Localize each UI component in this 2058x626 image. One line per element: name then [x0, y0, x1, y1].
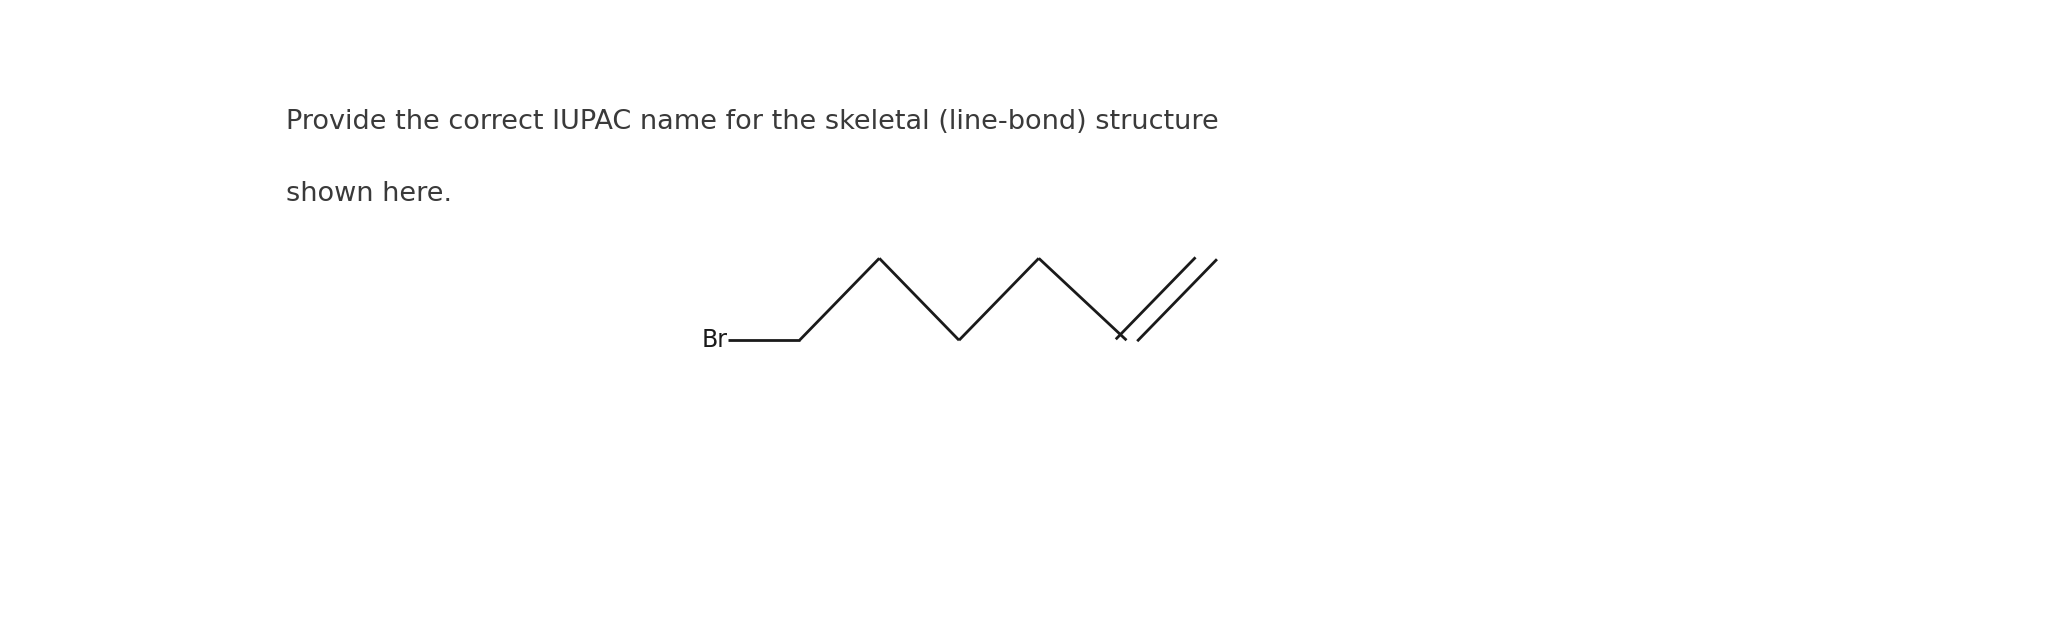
Text: shown here.: shown here. [286, 181, 453, 207]
Text: Br: Br [702, 328, 729, 352]
Text: Provide the correct IUPAC name for the skeletal (line-bond) structure: Provide the correct IUPAC name for the s… [286, 109, 1218, 135]
